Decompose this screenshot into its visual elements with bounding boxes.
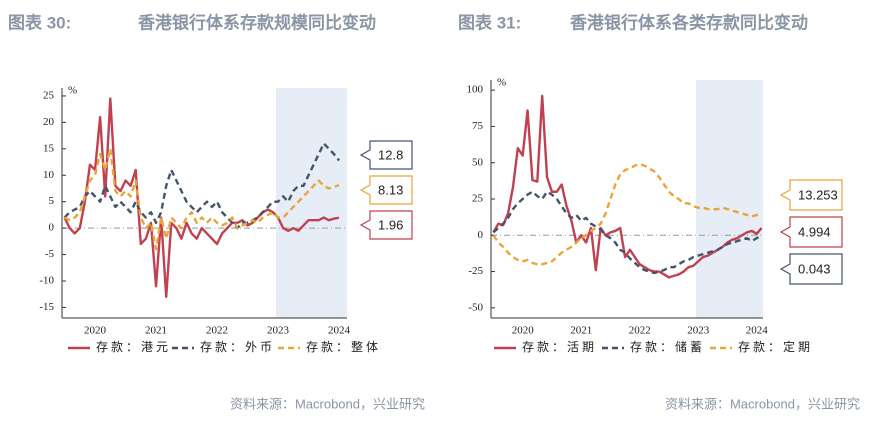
x-tick-label: 2024 (328, 325, 351, 337)
y-unit: % (497, 77, 506, 89)
legend-label: 存款：整体 (306, 339, 381, 354)
y-tick-label: 50 (472, 156, 484, 168)
x-tick-label: 2021 (145, 325, 167, 337)
series-line (492, 190, 763, 275)
chart-title: 香港银行体系存款规模同比变动 (138, 12, 376, 32)
y-tick-label: -15 (39, 301, 54, 313)
x-tick-label: 2022 (629, 325, 651, 337)
y-tick-label: 100 (467, 84, 484, 96)
legend-label: 存款：外币 (200, 340, 275, 354)
x-tick-label: 2022 (206, 325, 228, 337)
x-tick-label: 2023 (687, 325, 710, 337)
x-tick-label: 2021 (570, 325, 592, 337)
y-tick-label: 0 (49, 222, 55, 234)
callout-box (359, 175, 413, 205)
callout-box (779, 216, 843, 248)
y-tick-label: 20 (43, 116, 55, 128)
callout-value: 12.8 (378, 147, 403, 162)
source-note: 资料来源：Macrobond，兴业研究 (230, 396, 425, 411)
callout-value: 0.043 (798, 261, 831, 276)
highlight-region (696, 80, 763, 318)
callout-box (779, 179, 843, 211)
series-line (63, 97, 340, 299)
legend-label: 存款：储蓄 (630, 339, 705, 354)
chart-title: 香港银行体系各类存款同比变动 (570, 12, 808, 32)
legend-label: 存款：活期 (522, 340, 597, 354)
series-line (63, 147, 340, 251)
y-tick-label: 75 (472, 120, 484, 132)
highlight-region (276, 88, 347, 318)
y-unit: % (68, 85, 77, 97)
source-note: 资料来源：Macrobond，兴业研究 (665, 396, 860, 411)
x-tick-label: 2020 (84, 325, 107, 337)
y-tick-label: -25 (468, 265, 483, 277)
x-tick-label: 2024 (746, 325, 769, 337)
x-tick-label: 2023 (267, 325, 290, 337)
y-tick-label: -10 (39, 275, 54, 287)
legend-label: 存款：定期 (738, 339, 813, 354)
callout-value: 1.96 (378, 217, 403, 232)
series-line (492, 162, 762, 266)
callout-box (359, 210, 413, 240)
y-tick-label: 0 (478, 229, 484, 241)
figure-label: 图表 31: (458, 12, 521, 32)
callout-value: 4.994 (798, 224, 831, 239)
y-tick-label: -50 (468, 301, 483, 313)
series-line (63, 142, 340, 230)
callout-value: 8.13 (378, 182, 403, 197)
x-tick-label: 2020 (512, 325, 535, 337)
y-tick-label: 15 (43, 142, 55, 154)
callout-box (359, 140, 413, 170)
callout-box (779, 253, 843, 285)
y-tick-label: 25 (43, 89, 55, 101)
y-tick-label: 5 (49, 195, 55, 207)
y-tick-label: 10 (43, 169, 55, 181)
legend-label: 存款：港元 (96, 340, 171, 354)
figure-label: 图表 30: (8, 12, 71, 32)
y-tick-label: 25 (472, 193, 484, 205)
y-tick-label: -5 (45, 248, 55, 260)
callout-value: 13.253 (798, 187, 838, 202)
